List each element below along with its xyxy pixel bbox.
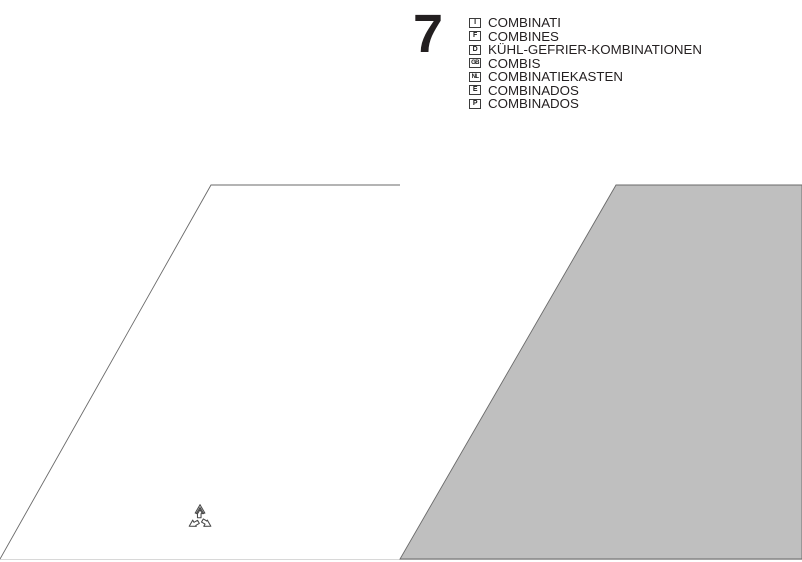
language-title-de: KÜHL-GEFRIER-KOMBINATIONEN (488, 42, 702, 57)
list-item: F COMBINES (469, 28, 702, 44)
language-title-es: COMBINADOS (488, 82, 579, 98)
cover-header: 7 I COMBINATI F COMBINES D KÜHL-GEFRIER-… (411, 4, 702, 111)
language-title-list: I COMBINATI F COMBINES D KÜHL-GEFRIER-KO… (469, 16, 702, 111)
language-code-badge-it: I (469, 17, 481, 28)
list-item: I COMBINATI (469, 16, 702, 30)
language-code-badge-de: D (469, 44, 481, 55)
language-code-badge-es: E (469, 85, 481, 96)
list-item: D KÜHL-GEFRIER-KOMBINATIONEN (469, 43, 702, 57)
left-outline-shape (0, 184, 400, 560)
list-item: E COMBINADOS (469, 82, 702, 98)
chapter-number: 7 (413, 4, 443, 64)
right-grey-panel (399, 184, 802, 560)
language-code-badge-nl: NL (469, 71, 481, 82)
language-title-fr: COMBINES (488, 28, 559, 44)
language-title-nl: COMBINATIEKASTEN (488, 69, 623, 84)
list-item: GB COMBIS (469, 55, 702, 71)
language-code-badge-gb: GB (469, 58, 481, 69)
language-code-badge-pt: P (469, 98, 481, 109)
language-title-pt: COMBINADOS (488, 96, 579, 111)
language-title-gb: COMBIS (488, 55, 541, 71)
list-item: P COMBINADOS (469, 97, 702, 111)
language-title-it: COMBINATI (488, 15, 561, 30)
list-item: NL COMBINATIEKASTEN (469, 70, 702, 84)
recycling-symbol-icon (188, 504, 212, 527)
language-code-badge-fr: F (469, 31, 481, 42)
